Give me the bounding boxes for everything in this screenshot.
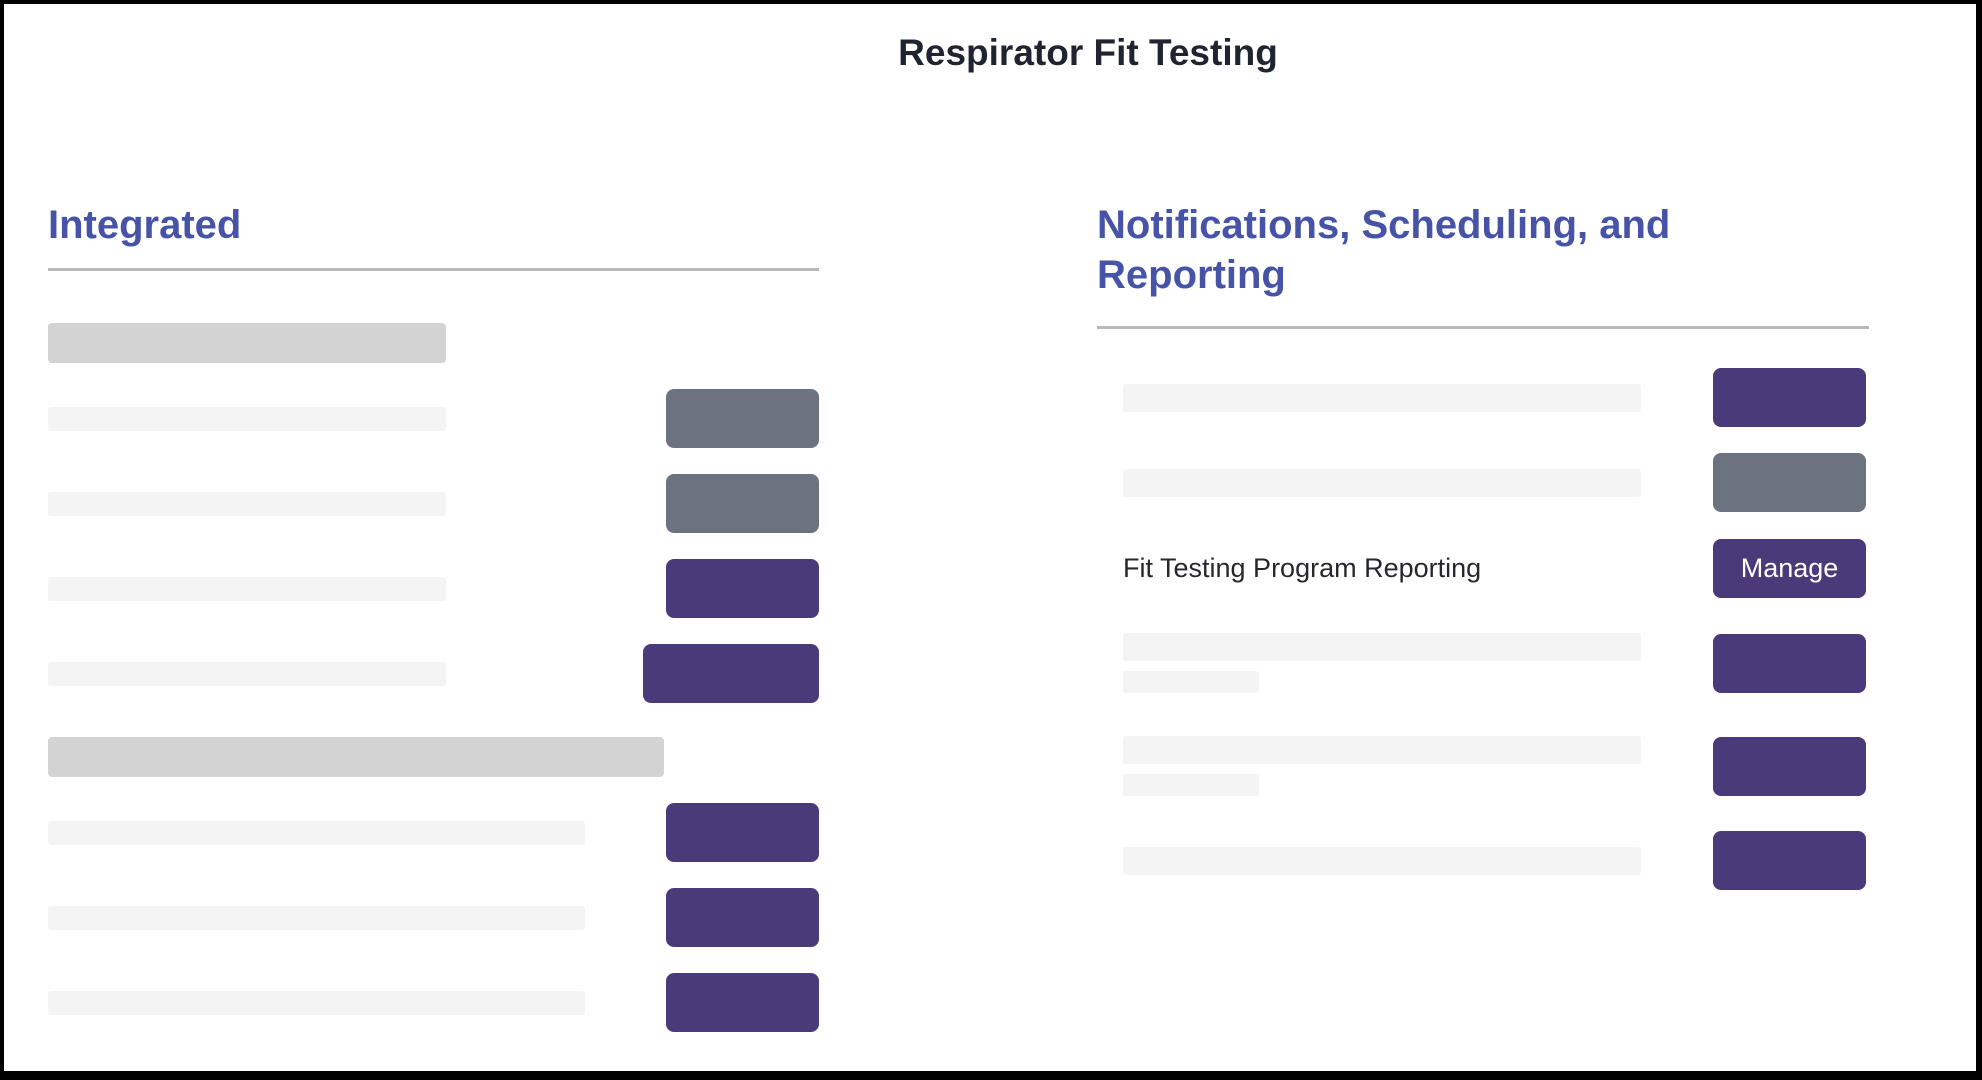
section-integrated: Integrated [48, 200, 819, 1032]
redacted-action-button[interactable] [666, 803, 819, 862]
feature-row [48, 803, 819, 862]
redacted-action-button[interactable] [666, 973, 819, 1032]
skeleton-text-bar [1123, 846, 1641, 875]
redacted-action-button[interactable] [1713, 453, 1866, 512]
skeleton-text-bar [48, 491, 446, 516]
section-notifications-scheduling-reporting: Notifications, Scheduling, and Reporting… [1097, 200, 1869, 890]
feature-row [48, 559, 819, 618]
feature-row [1097, 633, 1869, 693]
redacted-action-button[interactable] [643, 644, 819, 703]
feature-row-fit-testing-program-reporting: Fit Testing Program Reporting Manage [1097, 539, 1869, 598]
skeleton-text-bar [1123, 383, 1641, 412]
feature-row [48, 644, 819, 703]
redacted-action-button[interactable] [666, 559, 819, 618]
skeleton-text-bar [48, 661, 446, 686]
row-label: Fit Testing Program Reporting [1123, 553, 1482, 583]
skeleton-text-bar [1123, 671, 1259, 693]
redacted-action-button[interactable] [666, 389, 819, 448]
section-divider [48, 268, 819, 271]
skeleton-text-bar [48, 990, 585, 1015]
skeleton-header-bar [48, 323, 446, 363]
skeleton-text-group [1123, 736, 1641, 796]
feature-row [48, 474, 819, 533]
skeleton-text-bar [48, 576, 446, 601]
redacted-action-button[interactable] [666, 474, 819, 533]
skeleton-text-group [1123, 633, 1641, 693]
skeleton-text-bar [48, 406, 446, 431]
redacted-action-button[interactable] [1713, 736, 1866, 796]
skeleton-text-bar [48, 820, 585, 845]
skeleton-text-bar [1123, 468, 1641, 497]
feature-row [48, 888, 819, 947]
skeleton-text-bar [1123, 736, 1641, 764]
skeleton-text-bar [1123, 633, 1641, 661]
feature-row [1097, 453, 1869, 512]
redacted-action-button[interactable] [666, 888, 819, 947]
section-divider [1097, 326, 1869, 329]
feature-row [1097, 368, 1869, 427]
skeleton-text-bar [48, 905, 585, 930]
feature-row [1097, 831, 1869, 890]
feature-row [48, 973, 819, 1032]
redacted-action-button[interactable] [1713, 831, 1866, 890]
skeleton-text-bar [1123, 774, 1259, 796]
feature-row [1097, 736, 1869, 796]
section-heading-integrated: Integrated [48, 203, 242, 247]
page-title: Respirator Fit Testing [898, 32, 1278, 73]
redacted-action-button[interactable] [1713, 633, 1866, 693]
manage-button[interactable]: Manage [1713, 539, 1866, 598]
redacted-action-button[interactable] [1713, 368, 1866, 427]
feature-row [48, 389, 819, 448]
manage-button-label: Manage [1740, 553, 1839, 583]
skeleton-header-bar [48, 737, 664, 777]
section-heading-notifications: Notifications, Scheduling, and Reporting [1097, 203, 1671, 297]
